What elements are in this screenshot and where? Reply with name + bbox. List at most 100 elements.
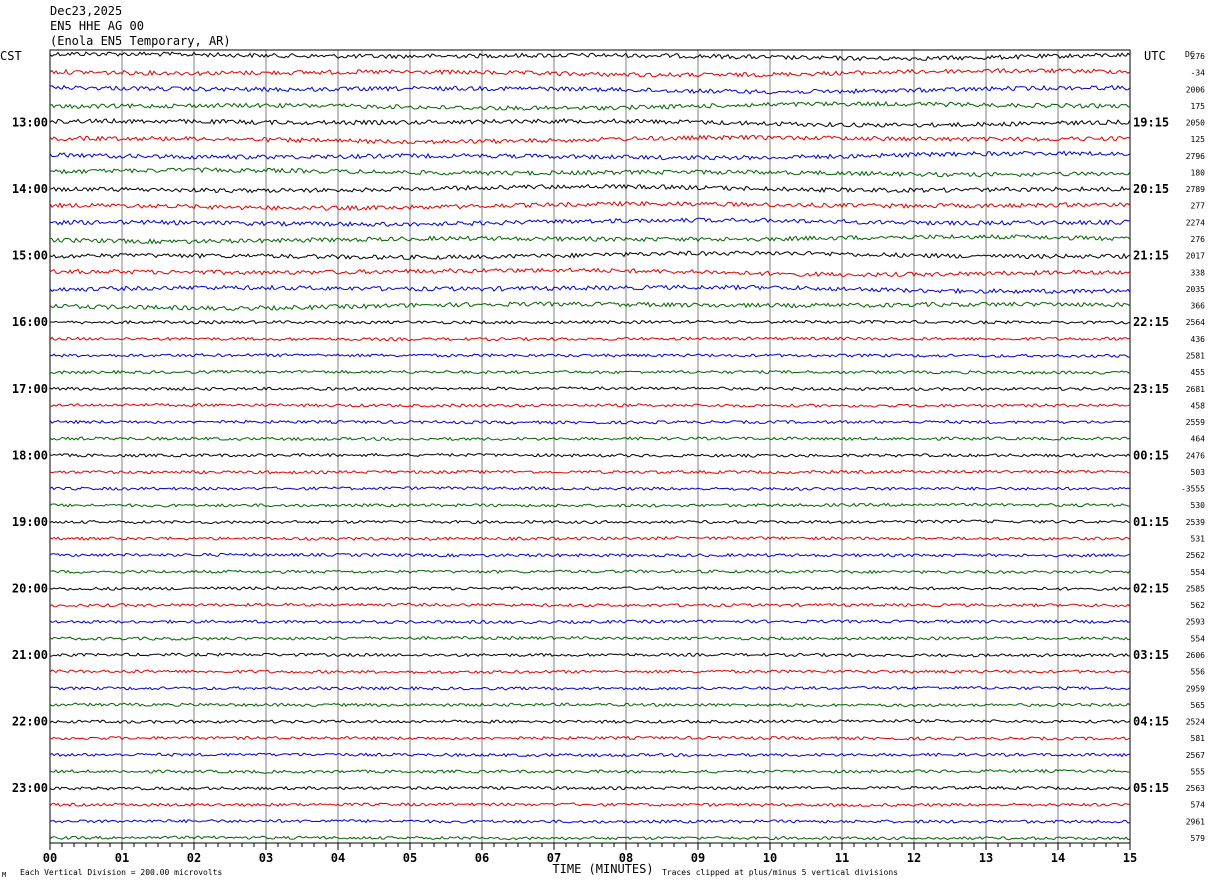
trace-row-40 [49,702,1131,708]
scale-note: Each Vertical Division = 200.00 microvol… [20,868,222,877]
x-tick-label: 02 [187,851,201,865]
trace-row-37 [49,652,1130,658]
trace-row-7 [49,150,1131,161]
cst-hour-label: 19:00 [12,515,48,529]
trace-row-13 [49,250,1131,260]
utc-hour-label: 01:15 [1133,515,1169,529]
dc-offset-value: 2961 [1186,817,1205,826]
x-tick-label: 12 [907,851,921,865]
header-location: (Enola EN5 Temporary, AR) [50,34,231,48]
trace-row-16 [49,301,1131,311]
dc-offset-value: 556 [1191,668,1206,677]
trace-row-9 [49,183,1131,194]
dc-offset-value: 2559 [1186,418,1205,427]
trace-row-23 [49,419,1131,425]
x-tick-label: 04 [331,851,345,865]
header-channel: EN5 HHE AG 00 [50,19,144,33]
corner-mark: M [2,871,6,879]
x-tick-label: 05 [403,851,417,865]
utc-hour-label: 04:15 [1133,715,1169,729]
dc-offset-value: 574 [1191,801,1206,810]
dc-offset-value: 338 [1191,268,1206,277]
cst-hour-label: 22:00 [12,715,48,729]
x-tick-label: 00 [43,851,57,865]
trace-row-1 [49,51,1131,62]
utc-label: UTC [1144,49,1166,63]
dc-offset-value: 464 [1191,435,1206,444]
trace-row-38 [49,669,1131,675]
trace-row-28 [49,502,1131,508]
dc-offset-value: 579 [1191,834,1206,843]
dc-offset-value: 125 [1191,135,1206,144]
x-tick-label: 13 [979,851,993,865]
cst-hour-label: 20:00 [12,581,48,595]
trace-row-32 [49,569,1131,575]
cst-hour-label: 18:00 [12,448,48,462]
cst-hour-label: 16:00 [12,315,48,329]
dc-offset-value: 554 [1191,568,1206,577]
dc-offset-value: 2476 [1186,451,1205,460]
dc-offset-value: 2606 [1186,651,1205,660]
x-tick-label: 10 [763,851,777,865]
trace-row-26 [49,469,1131,475]
dc-offset-value: 366 [1191,302,1206,311]
utc-hour-label: 23:15 [1133,382,1169,396]
dc-offset-value: 2593 [1186,618,1205,627]
cst-hour-label: 13:00 [12,116,48,130]
cst-label: CST [0,49,22,63]
trace-row-17 [49,319,1131,325]
trace-row-25 [49,452,1131,458]
trace-row-43 [49,752,1130,758]
dc-offset-value: 2796 [1186,152,1205,161]
x-tick-label: 06 [475,851,489,865]
dc-label: DC [1185,50,1195,59]
dc-offset-value: 2681 [1186,385,1205,394]
x-tick-label: 07 [547,851,561,865]
cst-hour-label: 15:00 [12,249,48,263]
dc-offset-value: 2035 [1186,285,1205,294]
trace-row-27 [49,486,1131,491]
dc-offset-value: 276 [1191,235,1206,244]
dc-offset-value: 565 [1191,701,1206,710]
dc-offset-value: -34 [1191,69,1206,78]
dc-offset-value: -3555 [1181,485,1205,494]
dc-offset-value: 455 [1191,368,1206,377]
utc-hour-label: 05:15 [1133,781,1169,795]
trace-row-46 [49,802,1131,808]
plot-frame [49,49,1131,844]
trace-row-5 [49,117,1131,128]
dc-offset-value: 458 [1191,401,1206,410]
cst-hour-label: 21:00 [12,648,48,662]
utc-hour-label: 03:15 [1133,648,1169,662]
trace-row-11 [49,217,1131,228]
utc-hour-label: 19:15 [1133,116,1169,130]
trace-row-48 [49,835,1131,841]
dc-offset-value: 554 [1191,634,1206,643]
dc-offset-value: 555 [1191,767,1206,776]
dc-offset-value: 2563 [1186,784,1205,793]
x-tick-label: 01 [115,851,129,865]
dc-offset-value: 2524 [1186,718,1205,727]
dc-offset-value: 531 [1191,535,1206,544]
dc-offset-value: 2562 [1186,551,1205,560]
dc-offset-value: 277 [1191,202,1206,211]
cst-hour-label: 17:00 [12,382,48,396]
dc-offset-value: 581 [1191,734,1206,743]
trace-row-44 [49,768,1131,774]
utc-hour-label: 20:15 [1133,182,1169,196]
dc-offset-value: 276 [1191,52,1206,61]
dc-offset-value: 436 [1191,335,1206,344]
trace-row-36 [49,635,1131,641]
trace-row-4 [49,100,1131,111]
utc-hour-label: 00:15 [1133,448,1169,462]
trace-row-29 [49,519,1131,525]
cst-hour-label: 14:00 [12,182,48,196]
dc-offset-value: 2050 [1186,119,1205,128]
dc-offset-value: 180 [1191,168,1206,177]
trace-row-42 [49,735,1131,741]
dc-offset-value: 2017 [1186,252,1205,261]
x-tick-label: 14 [1051,851,1065,865]
header-date: Dec23,2025 [50,4,123,18]
trace-row-12 [49,234,1131,245]
